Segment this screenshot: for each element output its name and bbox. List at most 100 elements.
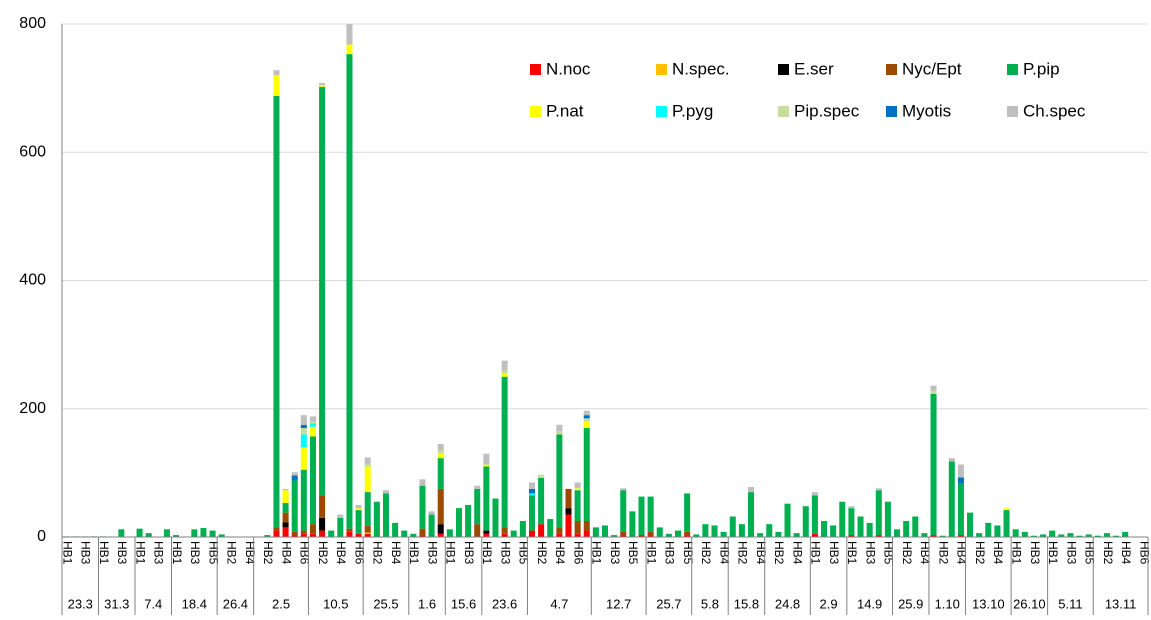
bar-segment [455,508,462,537]
bar-segment [684,493,691,532]
bar-segment [364,492,371,527]
x-tick-label: HB6 [1137,541,1151,565]
x-tick-label: HB5 [626,541,640,565]
group-label: 26.10 [1013,596,1046,611]
bar-segment [1103,533,1110,537]
bar-segment [309,533,316,537]
x-tick-label: HB1 [444,541,458,565]
bar-segment [1067,533,1074,537]
bar-segment [1113,535,1120,537]
bar-segment [1076,535,1083,537]
bar-segment [163,529,170,537]
legend-label: Myotis [902,101,951,120]
x-tick-label: HB3 [1028,541,1042,565]
x-tick-label: HB3 [498,541,512,565]
bar-segment [501,533,508,537]
bar-segment [319,517,326,531]
x-tick-label: HB6 [298,541,312,565]
group-label: 7.4 [144,596,162,611]
x-tick-label: HB1 [170,541,184,565]
bar-segment [437,458,444,489]
bar-segment [592,527,599,537]
bar-segment [474,485,481,489]
x-tick-label: HB2 [736,541,750,565]
bar-segment [319,84,326,87]
bar-segment [903,520,910,537]
legend-label: N.noc [546,59,591,78]
bar-segment [948,461,955,537]
bar-segment [556,434,563,528]
bar-segment [620,535,627,537]
bar-segment [574,520,581,534]
group-label: 2.9 [820,596,838,611]
bar-segment [1122,531,1129,537]
bar-segment [309,524,316,534]
bar-segment [729,516,736,537]
bar-segment [300,533,307,537]
bar-segment [483,466,490,531]
bar-segment [875,488,882,491]
x-tick-label: HB3 [1064,541,1078,565]
bar-segment [793,533,800,537]
bar-segment [410,533,417,537]
group-label: 5.8 [701,596,719,611]
x-tick-label: HB3 [152,541,166,565]
bar-segment [583,530,590,537]
bar-segment [1049,530,1056,537]
bar-segment [766,524,773,537]
bar-segment [839,501,846,537]
bar-segment [437,488,444,525]
x-tick-label: HB4 [717,541,731,565]
bar-segment [1030,535,1037,537]
group-label: 18.4 [182,596,207,611]
bar-segment [282,522,289,528]
bar-segment [994,525,1001,537]
bar-segment [948,458,955,462]
bar-segment [483,533,490,537]
x-tick-label: HB2 [225,541,239,565]
bar-segment [528,530,536,537]
x-tick-label: HB1 [480,541,494,565]
bar-segment [300,469,307,531]
group-label: 14.9 [857,596,882,611]
bar-segment [528,488,536,494]
bar-segment [775,531,782,537]
x-tick-label: HB5 [882,541,896,565]
bar-segment [465,504,472,537]
bar-segment [528,482,536,489]
bar-segment [1003,510,1010,537]
bar-segment [501,370,508,374]
legend-swatch [656,64,667,75]
group-label: 25.7 [656,596,681,611]
bar-segment [273,530,280,537]
bar-segment [300,434,307,448]
group-label: 13.11 [1105,596,1137,611]
bar-segment [748,492,755,537]
x-tick-label: HB1 [97,541,111,565]
bar-segment [364,466,371,493]
group-label: 10.5 [323,596,348,611]
bar-segment [748,486,755,493]
bar-segment [538,524,545,537]
legend-swatch [530,64,541,75]
legend-swatch [1007,64,1018,75]
bar-segment [693,534,700,537]
group-label: 26.4 [223,596,248,611]
bar-segment [319,86,326,496]
bar-segment [419,535,426,537]
x-tick-label: HB3 [115,541,129,565]
bar-segment [574,488,581,491]
bar-segment [364,526,371,533]
bar-segment [556,533,563,537]
group-label: 23.6 [492,596,517,611]
group-label: 15.6 [451,596,476,611]
x-tick-label: HB1 [133,541,147,565]
bar-segment [419,528,426,536]
bar-segment [830,525,837,537]
bar-segment [364,532,371,534]
bar-segment [967,512,974,537]
bar-segment [957,464,964,478]
bar-segment [136,528,143,537]
bar-segment [620,488,627,491]
bar-segment [300,424,307,428]
